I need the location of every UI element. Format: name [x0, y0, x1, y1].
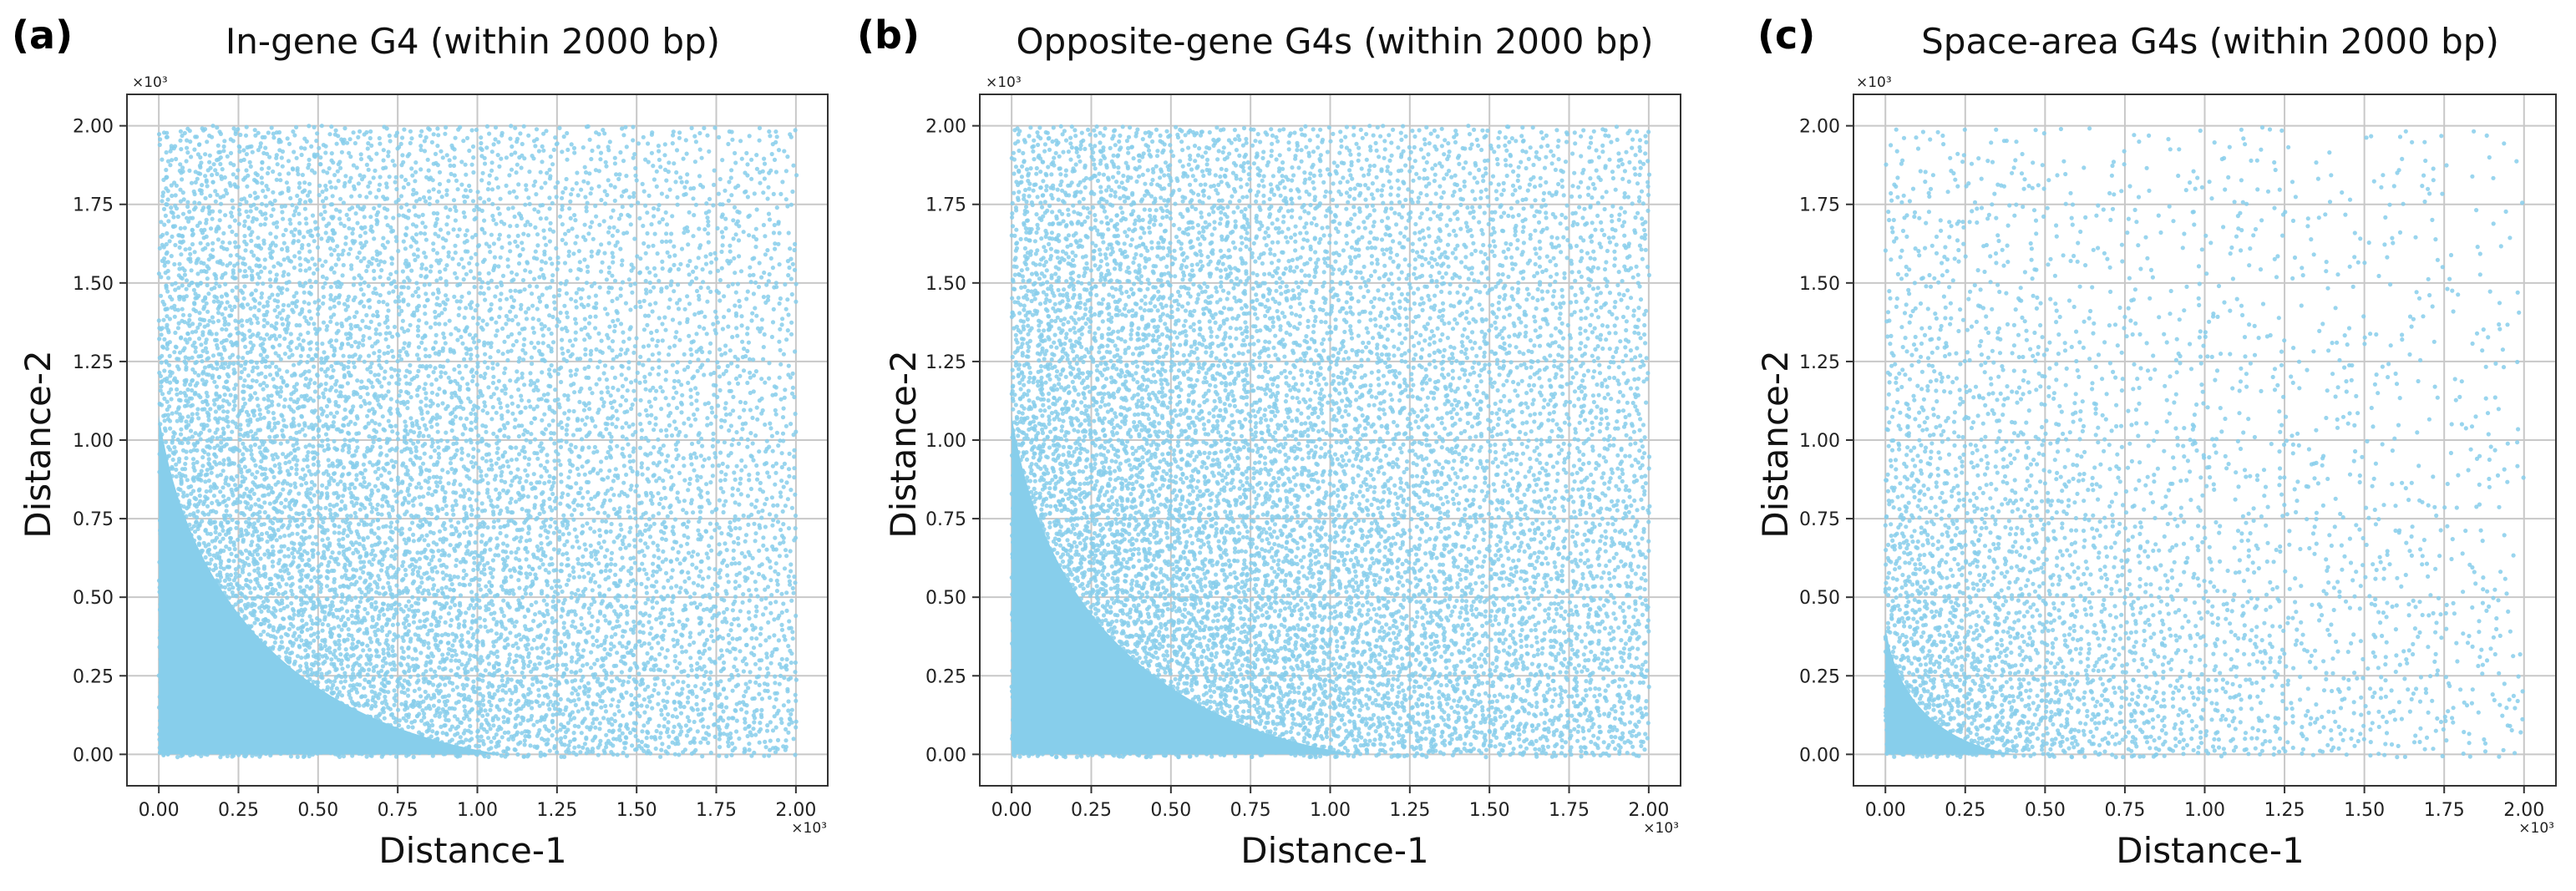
- y-tick-label: 0.50: [73, 588, 114, 609]
- x-tick-label: 1.50: [2344, 800, 2385, 821]
- panel-label: (c): [1757, 13, 1815, 58]
- chart-title: In-gene G4 (within 2000 bp): [226, 21, 720, 62]
- y-tick-label: 1.25: [1799, 352, 1840, 373]
- x-axis-label: Distance-1: [378, 830, 567, 871]
- x-tick-label: 0.00: [139, 800, 180, 821]
- x-tick-label: 0.75: [378, 800, 418, 821]
- dense-point-region: [1885, 626, 2016, 755]
- chart-title: Space-area G4s (within 2000 bp): [1921, 21, 2499, 62]
- scatter-points: [1883, 125, 2526, 760]
- y-tick-label: 1.00: [73, 431, 114, 452]
- x-axis-label: Distance-1: [1240, 830, 1429, 871]
- y-tick-label: 0.75: [1799, 509, 1840, 530]
- chart-title: Opposite-gene G4s (within 2000 bp): [1017, 21, 1654, 62]
- x-tick-label: 0.50: [297, 800, 338, 821]
- x-tick-label: 1.00: [1310, 800, 1351, 821]
- y-tick-label: 0.50: [925, 588, 966, 609]
- x-tick-label: 1.50: [1469, 800, 1510, 821]
- x-tick-label: 2.00: [775, 800, 816, 821]
- y-tick-label: 0.50: [1799, 588, 1840, 609]
- x-tick-label: 1.50: [616, 800, 657, 821]
- x-tick-label: 0.50: [2025, 800, 2066, 821]
- x-tick-label: 0.25: [1071, 800, 1112, 821]
- y-tick-label: 1.25: [73, 352, 114, 373]
- y-axis-label: Distance-2: [18, 350, 58, 539]
- y-tick-label: 0.00: [925, 745, 966, 766]
- x-tick-label: 2.00: [2503, 800, 2544, 821]
- y-tick-label: 1.50: [1799, 274, 1840, 295]
- y-tick-label: 1.00: [1799, 431, 1840, 452]
- x-tick-label: 0.75: [2104, 800, 2145, 821]
- y-tick-label: 0.25: [73, 666, 114, 687]
- x-tick-label: 0.50: [1150, 800, 1191, 821]
- y-scale-label: ×10³: [132, 74, 168, 91]
- dense-point-region: [1012, 414, 1356, 755]
- y-tick-label: 0.00: [73, 745, 114, 766]
- panel-a: (a) In-gene G4 (within 2000 bp) Distance…: [12, 13, 829, 871]
- y-tick-label: 1.25: [925, 352, 966, 373]
- y-tick-label: 0.00: [1799, 745, 1840, 766]
- y-tick-label: 1.75: [73, 195, 114, 216]
- x-tick-label: 2.00: [1628, 800, 1669, 821]
- x-tick-label: 0.75: [1230, 800, 1271, 821]
- y-tick-label: 1.00: [925, 431, 966, 452]
- y-tick-label: 0.75: [73, 509, 114, 530]
- x-tick-label: 1.00: [457, 800, 498, 821]
- scatter-points: [1009, 124, 1652, 760]
- x-tick-label: 0.00: [991, 800, 1032, 821]
- x-tick-label: 0.25: [1945, 800, 1985, 821]
- y-tick-label: 2.00: [1799, 117, 1840, 138]
- x-axis-label: Distance-1: [2116, 830, 2305, 871]
- y-tick-label: 2.00: [73, 117, 114, 138]
- x-scale-label: ×10³: [791, 820, 827, 837]
- y-tick-label: 0.25: [925, 666, 966, 687]
- y-tick-label: 2.00: [925, 117, 966, 138]
- panel-label: (a): [12, 13, 73, 58]
- x-tick-label: 1.75: [2424, 800, 2465, 821]
- y-axis-label: Distance-2: [883, 350, 924, 539]
- y-tick-label: 0.75: [925, 509, 966, 530]
- x-tick-label: 1.75: [696, 800, 737, 821]
- y-scale-label: ×10³: [986, 74, 1022, 91]
- dense-point-region: [159, 414, 504, 755]
- x-tick-label: 1.00: [2184, 800, 2225, 821]
- panel-c: (c) Space-area G4s (within 2000 bp) Dist…: [1755, 13, 2557, 871]
- x-tick-label: 0.00: [1865, 800, 1906, 821]
- scatter-points: [156, 124, 799, 760]
- x-tick-label: 1.25: [536, 800, 577, 821]
- x-scale-label: ×10³: [1643, 820, 1679, 837]
- y-tick-label: 1.75: [1799, 195, 1840, 216]
- y-tick-label: 0.25: [1799, 666, 1840, 687]
- x-scale-label: ×10³: [2518, 820, 2554, 837]
- x-tick-label: 1.75: [1549, 800, 1590, 821]
- y-tick-label: 1.75: [925, 195, 966, 216]
- panel-label: (b): [857, 13, 920, 58]
- y-axis-label: Distance-2: [1755, 350, 1796, 539]
- x-tick-label: 1.25: [1389, 800, 1430, 821]
- x-tick-label: 1.25: [2264, 800, 2305, 821]
- x-tick-label: 0.25: [218, 800, 259, 821]
- y-tick-label: 1.50: [73, 274, 114, 295]
- panel-b: (b) Opposite-gene G4s (within 2000 bp) D…: [857, 13, 1681, 871]
- y-scale-label: ×10³: [1856, 74, 1892, 91]
- y-tick-label: 1.50: [925, 274, 966, 295]
